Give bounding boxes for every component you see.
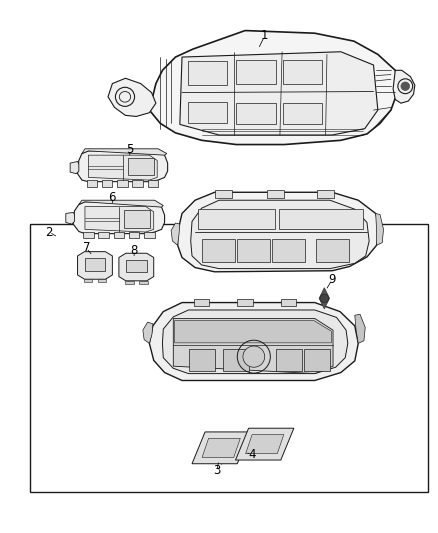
Polygon shape (126, 260, 147, 272)
Text: 5: 5 (126, 143, 134, 156)
Polygon shape (237, 103, 276, 124)
Text: 1: 1 (261, 29, 268, 42)
Polygon shape (175, 320, 331, 343)
Polygon shape (73, 202, 165, 233)
Polygon shape (149, 303, 358, 381)
Text: 9: 9 (328, 273, 336, 286)
Polygon shape (119, 253, 154, 281)
Polygon shape (149, 30, 399, 144)
Polygon shape (108, 78, 156, 116)
Polygon shape (78, 151, 168, 182)
Polygon shape (114, 232, 124, 238)
Ellipse shape (320, 294, 328, 303)
Polygon shape (376, 214, 384, 245)
Polygon shape (192, 432, 251, 464)
Polygon shape (198, 209, 275, 229)
Polygon shape (162, 310, 348, 374)
Polygon shape (215, 190, 232, 198)
Polygon shape (79, 200, 163, 207)
Polygon shape (194, 300, 209, 306)
Polygon shape (102, 180, 113, 187)
Polygon shape (88, 155, 157, 180)
Polygon shape (124, 210, 150, 228)
Polygon shape (237, 239, 270, 262)
Polygon shape (281, 300, 297, 306)
Polygon shape (188, 349, 215, 372)
Polygon shape (127, 158, 154, 175)
Polygon shape (66, 213, 74, 224)
Polygon shape (84, 279, 92, 282)
Text: 2: 2 (46, 225, 53, 239)
Polygon shape (246, 434, 284, 454)
Polygon shape (125, 281, 134, 284)
Polygon shape (393, 70, 415, 103)
Text: 4: 4 (248, 448, 255, 461)
Polygon shape (201, 239, 235, 262)
Bar (30, 224, 428, 492)
Polygon shape (279, 209, 364, 229)
Polygon shape (283, 103, 322, 124)
Polygon shape (236, 428, 294, 460)
Polygon shape (132, 180, 143, 187)
Polygon shape (82, 149, 167, 155)
Polygon shape (139, 281, 148, 284)
Polygon shape (129, 232, 139, 238)
Text: 3: 3 (213, 464, 220, 477)
Polygon shape (85, 207, 154, 232)
Polygon shape (98, 279, 106, 282)
Polygon shape (78, 252, 113, 279)
Ellipse shape (243, 346, 265, 367)
Polygon shape (178, 192, 380, 272)
Polygon shape (355, 314, 365, 343)
Text: 8: 8 (131, 244, 138, 257)
Polygon shape (143, 322, 153, 343)
Polygon shape (70, 161, 79, 174)
Polygon shape (171, 223, 180, 245)
Polygon shape (187, 102, 227, 123)
Polygon shape (276, 349, 302, 372)
Polygon shape (237, 300, 253, 306)
Text: 7: 7 (82, 241, 90, 254)
Polygon shape (144, 232, 155, 238)
Polygon shape (223, 349, 250, 372)
Polygon shape (316, 239, 349, 262)
Polygon shape (85, 258, 106, 271)
Polygon shape (319, 288, 329, 309)
Polygon shape (173, 318, 333, 374)
Text: 6: 6 (109, 191, 116, 204)
Polygon shape (283, 60, 322, 84)
Polygon shape (267, 190, 284, 198)
Polygon shape (202, 438, 240, 457)
Ellipse shape (401, 82, 410, 91)
Polygon shape (180, 52, 378, 135)
Polygon shape (317, 190, 334, 198)
Polygon shape (148, 180, 158, 187)
Polygon shape (117, 180, 127, 187)
Polygon shape (83, 232, 94, 238)
Polygon shape (187, 61, 227, 85)
Polygon shape (304, 349, 330, 372)
Polygon shape (272, 239, 305, 262)
Polygon shape (237, 60, 276, 84)
Polygon shape (191, 200, 369, 269)
Polygon shape (99, 232, 109, 238)
Polygon shape (87, 180, 97, 187)
